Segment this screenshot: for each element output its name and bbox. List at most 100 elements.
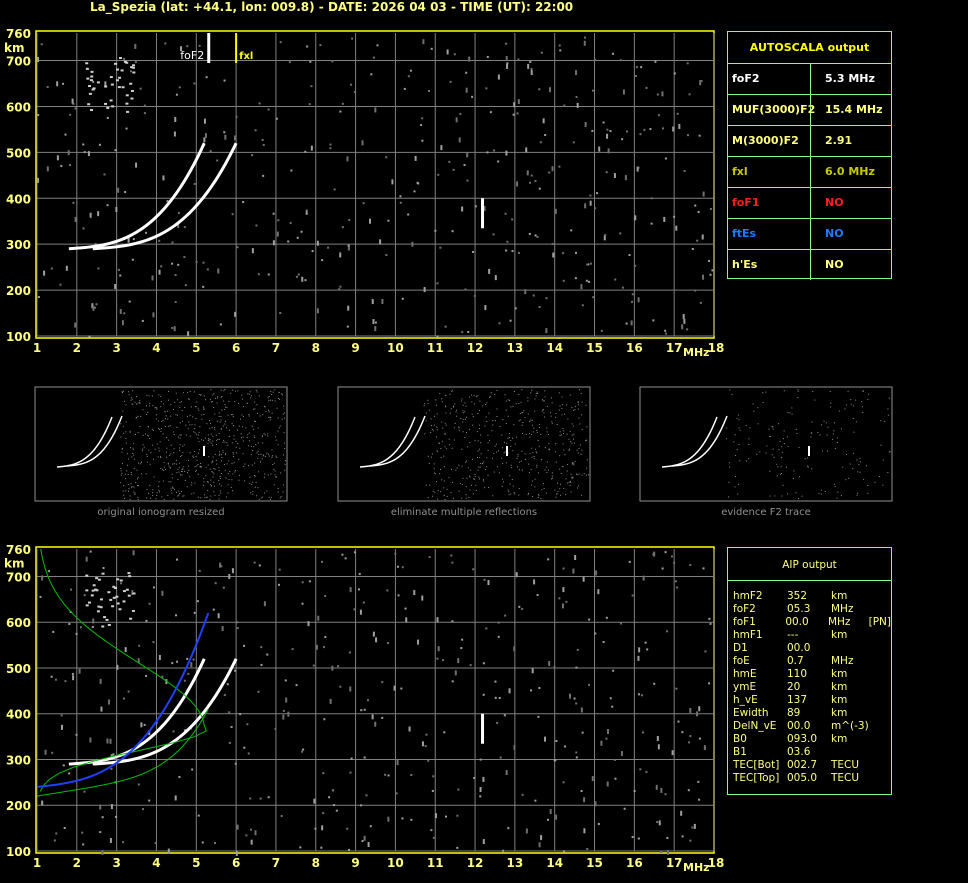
noise-dot <box>538 187 541 190</box>
noise-dot <box>487 580 490 586</box>
thumbnail-dot <box>193 391 195 393</box>
thumbnail-dot <box>203 494 205 496</box>
aip-value: 0.7 <box>787 655 804 667</box>
thumbnail-dot <box>162 480 164 482</box>
thumbnail-dot <box>196 459 198 461</box>
thumbnail-dot <box>264 492 266 494</box>
noise-dot <box>88 601 92 604</box>
thumbnail-dot <box>529 420 531 422</box>
thumbnail-dot <box>160 457 162 459</box>
thumbnail-dot <box>538 423 540 425</box>
noise-dot <box>575 251 578 254</box>
thumbnail-dot <box>228 435 230 437</box>
noise-dot <box>171 326 174 329</box>
thumbnail-dot <box>155 407 157 409</box>
noise-dot <box>247 752 250 755</box>
thumbnail-dot <box>480 442 482 444</box>
noise-dot <box>59 283 62 286</box>
noise-dot <box>625 322 628 325</box>
autoscala-row: foF2 5.3 MHz <box>728 64 891 95</box>
noise-dot <box>494 696 497 699</box>
thumbnail-dot <box>230 414 232 416</box>
thumbnail-dot <box>516 457 518 459</box>
thumbnail-dot <box>272 464 274 466</box>
noise-dot <box>117 86 121 89</box>
noise-dot <box>631 835 634 838</box>
thumbnail-dot <box>535 451 537 453</box>
thumbnail-dot <box>531 389 533 391</box>
thumbnail-dot <box>787 493 789 495</box>
thumbnail-frame <box>337 386 591 502</box>
thumbnail-dot <box>167 463 169 465</box>
thumbnail-dot <box>567 418 569 420</box>
noise-dot <box>374 326 377 332</box>
thumbnail-dot <box>465 432 467 434</box>
thumbnail-dot <box>502 419 504 421</box>
noise-dot <box>116 664 119 670</box>
noise-dot <box>530 70 533 76</box>
thumbnail-dot <box>494 420 496 422</box>
thumbnail-dot <box>531 480 533 482</box>
noise-dot <box>473 776 476 779</box>
thumbnail-dot <box>248 393 250 395</box>
noise-dot <box>95 303 98 306</box>
thumbnail-dot <box>130 397 132 399</box>
noise-dot <box>702 567 705 570</box>
thumbnail-dot <box>270 390 272 392</box>
noise-dot <box>580 284 583 290</box>
thumbnail-dot <box>814 399 816 401</box>
noise-dot <box>75 632 78 635</box>
noise-dot <box>709 622 712 625</box>
thumbnail-dot <box>545 466 547 468</box>
noise-dot <box>101 816 104 819</box>
thumbnail-dot <box>466 416 468 418</box>
thumbnail-dot <box>766 445 768 447</box>
thumbnail-dot <box>736 417 738 419</box>
noise-dot <box>689 708 692 714</box>
thumbnail-dot <box>264 473 266 475</box>
thumbnail-dot <box>561 414 563 416</box>
noise-dot <box>119 308 122 314</box>
thumbnail-dot <box>137 415 139 417</box>
noise-dot <box>657 114 660 117</box>
x-tick-label: 8 <box>312 856 320 870</box>
thumbnail-dot <box>158 481 160 483</box>
noise-dot <box>198 44 201 47</box>
thumbnail-dot <box>214 468 216 470</box>
thumbnail-dot <box>551 422 553 424</box>
noise-dot <box>131 609 135 612</box>
noise-dot <box>697 780 700 783</box>
thumbnail-dot <box>521 389 523 391</box>
thumbnail-dot <box>444 446 446 448</box>
thumbnail-dot <box>152 444 154 446</box>
noise-dot <box>634 264 637 267</box>
noise-dot <box>606 728 609 734</box>
thumbnail-dot <box>434 473 436 475</box>
noise-dot <box>231 213 234 216</box>
thumbnail-dot <box>214 428 216 430</box>
noise-dot <box>162 175 165 181</box>
noise-dot <box>699 80 702 86</box>
thumbnail-dot <box>221 454 223 456</box>
thumbnail-dot <box>203 395 205 397</box>
noise-dot <box>374 721 377 727</box>
thumbnail-dot <box>570 481 572 483</box>
noise-dot <box>492 233 495 236</box>
noise-dot <box>37 177 40 183</box>
thumbnail-dot <box>435 399 437 401</box>
noise-dot <box>666 837 669 840</box>
noise-dot <box>346 325 349 328</box>
thumbnail-dot <box>208 419 210 421</box>
noise-dot <box>516 181 519 187</box>
noise-dot <box>121 86 125 89</box>
thumbnail-dot <box>486 466 488 468</box>
thumbnail-dot <box>499 426 501 428</box>
thumbnail-dot <box>223 390 225 392</box>
noise-dot <box>90 75 94 78</box>
thumbnail-dot <box>278 427 280 429</box>
thumbnail-dot <box>586 467 588 469</box>
thumbnail-dot <box>182 392 184 394</box>
thumbnail-dot <box>540 498 542 500</box>
thumbnail-dot <box>236 452 238 454</box>
noise-dot <box>219 323 222 326</box>
